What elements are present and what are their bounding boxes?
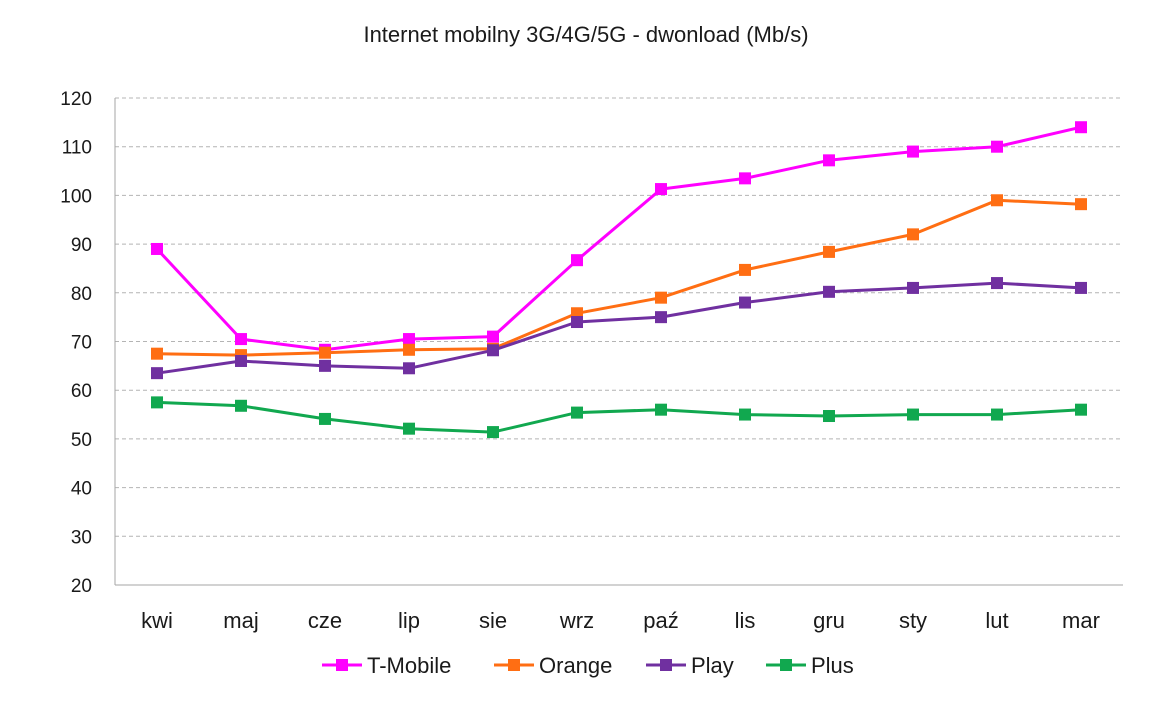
data-point <box>739 296 751 309</box>
legend-label: Plus <box>811 653 854 678</box>
data-point <box>151 367 163 380</box>
legend-marker-swatch <box>508 659 520 671</box>
legend-marker-swatch <box>660 659 672 671</box>
x-tick-label: sty <box>899 608 927 633</box>
data-point <box>907 228 919 241</box>
data-point <box>655 291 667 304</box>
legend-item: Orange <box>494 653 612 678</box>
data-point <box>739 172 751 185</box>
data-point <box>655 183 667 196</box>
data-point <box>403 422 415 435</box>
data-point <box>571 406 583 419</box>
legend-label: T-Mobile <box>367 653 451 678</box>
data-point <box>655 311 667 324</box>
data-point <box>823 154 835 167</box>
x-tick-label: lis <box>735 608 756 633</box>
x-tick-label: cze <box>308 608 342 633</box>
y-tick-label: 80 <box>71 284 92 305</box>
data-point <box>487 330 499 343</box>
data-point <box>1075 403 1087 416</box>
data-point <box>235 333 247 346</box>
series-plus <box>151 396 1087 439</box>
legend-label: Play <box>691 653 734 678</box>
series-line <box>156 198 1082 357</box>
y-tick-label: 100 <box>60 186 92 207</box>
data-point <box>403 362 415 375</box>
data-point <box>823 410 835 423</box>
data-point <box>1075 281 1087 294</box>
data-point <box>151 347 163 360</box>
y-tick-label: 70 <box>71 333 92 354</box>
data-point <box>907 408 919 421</box>
grid <box>115 97 1123 537</box>
data-point <box>739 408 751 421</box>
series-group <box>151 121 1087 439</box>
data-point <box>319 346 331 359</box>
x-tick-label: paź <box>643 608 678 633</box>
y-tick-label: 110 <box>62 138 92 159</box>
data-point <box>991 408 1003 421</box>
data-point <box>487 344 499 357</box>
y-tick-label: 40 <box>71 479 92 500</box>
legend-item: Plus <box>766 653 854 678</box>
series-orange <box>151 194 1087 362</box>
x-tick-label: gru <box>813 608 845 633</box>
data-point <box>823 285 835 298</box>
y-tick-label: 90 <box>71 235 92 256</box>
data-point <box>991 277 1003 290</box>
legend-label: Orange <box>539 653 612 678</box>
data-point <box>1075 198 1087 211</box>
axes: 20 30 40 50 60 70 80 90 100 110 120 kwi maj cze lip sie… <box>60 89 1123 633</box>
data-point <box>739 263 751 276</box>
y-tick-label: 60 <box>71 381 92 402</box>
series-line <box>156 400 1082 434</box>
legend-marker-swatch <box>780 659 792 671</box>
data-point <box>151 396 163 409</box>
data-point <box>235 354 247 367</box>
series-line <box>155 125 1082 352</box>
chart-title: Internet mobilny 3G/4G/5G - dwonload (Mb… <box>363 22 808 47</box>
legend-item: T-Mobile <box>322 653 451 678</box>
x-tick-label: lut <box>985 608 1008 633</box>
data-point <box>907 145 919 158</box>
data-point <box>319 359 331 372</box>
x-tick-label: maj <box>223 608 258 633</box>
x-tick-label: sie <box>479 608 507 633</box>
series-line <box>156 281 1082 375</box>
y-tick-label: 50 <box>71 430 92 451</box>
data-point <box>823 245 835 258</box>
data-point <box>403 333 415 346</box>
x-tick-label: kwi <box>141 608 173 633</box>
x-tick-label: wrz <box>559 608 594 633</box>
data-point <box>571 254 583 267</box>
data-point <box>403 343 415 356</box>
data-point <box>151 242 163 255</box>
data-point <box>907 281 919 294</box>
legend-marker-swatch <box>336 659 348 671</box>
x-tick-label: lip <box>398 608 420 633</box>
y-tick-label: 30 <box>71 527 92 548</box>
series-play <box>151 277 1087 380</box>
data-point <box>1075 121 1087 134</box>
data-point <box>235 399 247 412</box>
data-point <box>571 316 583 329</box>
data-point <box>991 194 1003 207</box>
y-tick-label: 20 <box>71 576 92 597</box>
data-point <box>319 412 331 425</box>
data-point <box>487 426 499 439</box>
legend: T-Mobile Orange Play Plus <box>322 653 854 678</box>
legend-item: Play <box>646 653 734 678</box>
data-point <box>655 403 667 416</box>
y-tick-label: 120 <box>60 89 92 110</box>
x-tick-label: mar <box>1062 608 1100 633</box>
data-point <box>991 140 1003 153</box>
